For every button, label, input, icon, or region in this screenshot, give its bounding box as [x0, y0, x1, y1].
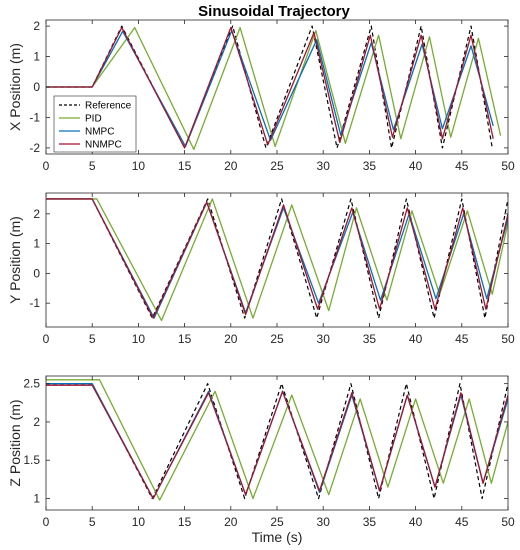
series-line-nnmpc	[46, 26, 494, 149]
y-tick-label: 2	[33, 415, 40, 429]
legend-label-nnmpc: NNMPC	[85, 140, 122, 151]
x-tick-label: 20	[224, 515, 238, 529]
x-tick-label: 50	[501, 332, 515, 346]
x-tick-label: 50	[501, 159, 515, 173]
series-lines	[46, 379, 508, 501]
y-tick-label: 1	[33, 50, 40, 64]
series-line-reference	[46, 383, 508, 500]
x-tick-label: 35	[363, 332, 377, 346]
x-tick-label: 40	[409, 332, 423, 346]
x-tick-label: 10	[132, 332, 146, 346]
y-tick-label: 0	[33, 80, 40, 94]
x-tick-label: 5	[89, 515, 96, 529]
y-tick-label: -2	[29, 141, 40, 155]
x-tick-label: 25	[270, 332, 284, 346]
series-lines	[46, 25, 502, 151]
legend-label-nmpc: NMPC	[85, 127, 114, 138]
x-tick-label: 10	[132, 159, 146, 173]
plot-area	[46, 376, 508, 510]
series-line-nnmpc	[46, 384, 508, 500]
x-tick-label: 45	[455, 515, 469, 529]
x-axis-label: Time (s)	[252, 529, 303, 545]
series-line-reference	[46, 198, 508, 319]
x-tick-label: 0	[43, 159, 50, 173]
y-tick-label: -1	[29, 296, 40, 310]
y-tick-label: 0	[33, 266, 40, 280]
x-tick-label: 50	[501, 515, 515, 529]
x-tick-label: 0	[43, 515, 50, 529]
x-tick-label: 40	[409, 159, 423, 173]
x-tick-label: 35	[363, 515, 377, 529]
plot-area	[46, 193, 508, 327]
chart-title: Sinusoidal Trajectory	[198, 3, 350, 20]
y-axis-label: Y Position (m)	[7, 216, 23, 304]
x-tick-label: 45	[455, 159, 469, 173]
x-tick-label: 30	[317, 332, 331, 346]
legend-label-reference: Reference	[85, 101, 132, 112]
x-tick-label: 10	[132, 515, 146, 529]
y-tick-label: 2	[33, 207, 40, 221]
x-tick-label: 20	[224, 332, 238, 346]
y-tick-label: 2	[33, 19, 40, 33]
series-lines	[46, 198, 508, 322]
series-line-pid	[46, 198, 508, 322]
x-tick-label: 5	[89, 159, 96, 173]
x-tick-label: 15	[178, 332, 192, 346]
x-tick-label: 40	[409, 515, 423, 529]
x-tick-label: 0	[43, 332, 50, 346]
x-tick-label: 25	[270, 515, 284, 529]
series-line-nnmpc	[46, 198, 508, 319]
x-tick-label: 45	[455, 332, 469, 346]
x-tick-label: 5	[89, 332, 96, 346]
panel-2: 0 5 10 15 20 25 30 35 40 45 50 -1 0 1 2 Y Position (m)	[7, 192, 515, 346]
x-tick-label: 30	[317, 515, 331, 529]
x-tick-label: 20	[224, 159, 238, 173]
y-tick-label: 1	[33, 237, 40, 251]
panel-3: 0 5 10 15 20 25 30 35 40 45 50 1 1.5 2 2.5Z Position (…	[7, 375, 515, 529]
x-tick-label: 30	[317, 159, 331, 173]
x-tick-label: 25	[270, 159, 284, 173]
y-tick-label: 1	[33, 492, 40, 506]
legend-box	[53, 95, 137, 153]
x-tick-label: 15	[178, 159, 192, 173]
y-tick-label: 2.5	[23, 377, 40, 391]
y-axis-label: Z Position (m)	[7, 399, 23, 486]
x-tick-label: 15	[178, 515, 192, 529]
y-axis-label: X Position (m)	[7, 43, 23, 131]
legend: Reference PID NMPC NNMPC	[53, 95, 137, 153]
y-tick-label: 1.5	[23, 453, 40, 467]
legend-label-pid: PID	[85, 114, 102, 125]
x-tick-label: 35	[363, 159, 377, 173]
y-tick-label: -1	[29, 110, 40, 124]
